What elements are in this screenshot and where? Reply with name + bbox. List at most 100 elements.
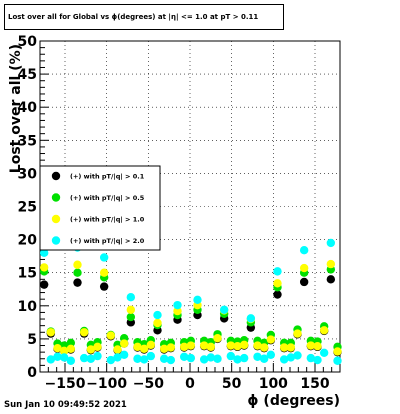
data-point-series-3 [106,331,116,340]
data-point-series-4 [39,248,49,258]
legend-label: (+) with pT/|q| > 2.0 [70,237,145,246]
data-point-series-3 [293,329,302,338]
y-tick-label: 45 [18,67,37,83]
data-point-series-4 [113,353,122,362]
data-point-series-3 [93,342,102,352]
data-point-series-1 [99,282,109,291]
data-points [39,238,342,365]
data-point-series-4 [286,353,296,362]
data-point-series-4 [146,351,156,361]
data-point-series-3 [119,339,129,348]
data-point-series-3 [113,345,122,354]
data-point-series-2 [73,268,82,277]
data-point-series-4 [86,354,96,363]
data-point-series-3 [53,343,62,353]
data-point-series-4 [159,354,169,363]
data-point-series-4 [273,267,282,276]
data-point-series-3 [233,341,242,351]
x-tick-label: −100 [86,376,127,392]
legend-marker [51,236,61,245]
data-point-series-4 [226,351,236,361]
data-point-series-2 [126,312,136,322]
data-point-series-3 [253,341,262,350]
data-point-series-4 [266,350,276,359]
data-point-series-4 [319,348,329,358]
legend-label: (+) with pT/|q| > 1.0 [70,216,145,225]
data-point-series-2 [66,338,76,348]
data-point-series-3 [333,347,342,356]
data-point-series-4 [306,353,316,363]
data-point-series-3 [86,345,96,354]
data-point-series-3 [266,335,276,344]
data-point-series-4 [99,253,109,262]
data-point-series-4 [246,314,256,323]
data-point-series-3 [59,346,69,356]
x-tick-label: 50 [222,376,242,392]
y-tick-label: 40 [18,100,38,116]
data-point-series-4 [46,355,56,364]
data-point-series-3 [226,341,236,350]
data-point-series-4 [173,300,182,310]
data-point-series-4 [333,356,342,365]
y-tick-label: 5 [27,332,37,348]
data-point-series-3 [299,263,309,273]
x-tick-label: −150 [45,376,86,392]
data-point-series-3 [213,334,222,343]
x-tick-label: 150 [300,376,329,392]
chart-title-box: Lost over all for Global vs ϕ(degrees) a… [4,4,284,30]
data-point-series-3 [239,340,249,350]
data-point-series-3 [99,268,109,277]
data-point-series-3 [73,260,82,269]
data-point-series-3 [326,259,336,269]
data-point-series-3 [39,263,49,272]
y-tick-label: 35 [18,133,37,149]
data-point-series-1 [73,278,82,287]
data-point-series-3 [186,341,196,350]
data-point-series-3 [306,341,316,350]
timestamp: Sun Jan 10 09:49:52 2021 [4,400,127,410]
data-point-series-3 [79,328,89,337]
data-point-series-4 [66,356,76,365]
data-point-series-1 [39,280,49,289]
data-point-series-4 [313,355,322,365]
data-point-series-3 [259,343,269,352]
data-point-series-3 [159,344,169,354]
data-point-series-4 [186,353,196,363]
legend-marker [51,171,61,181]
data-point-series-3 [46,328,56,337]
data-point-series-3 [313,341,322,351]
data-point-series-3 [153,318,162,328]
data-point-series-4 [206,353,216,362]
x-tick-label: −50 [133,376,164,392]
y-tick-label: 50 [18,34,38,50]
data-point-series-3 [173,306,182,316]
legend-box [39,165,161,251]
data-point-series-3 [199,341,209,350]
data-point-series-4 [279,355,289,364]
axis-ticks: −150 −100 −50 0 50 100 150 0 5 10 15 20 25 30 35 40 45 50 [18,34,333,392]
data-point-series-4 [193,295,202,305]
data-point-series-3 [206,342,216,352]
data-point-series-4 [133,354,142,363]
data-point-series-3 [126,305,136,314]
data-point-series-3 [286,343,296,352]
data-point-series-4 [79,353,89,363]
y-tick-label: 25 [18,200,37,216]
data-point-series-4 [219,305,229,314]
data-point-series-3 [179,342,189,352]
y-tick-label: 30 [18,166,38,182]
y-tick-label: 15 [18,266,37,282]
data-point-series-4 [166,355,176,365]
legend-label: (+) with pT/|q| > 0.1 [70,173,145,182]
data-point-series-4 [126,292,136,302]
chart-title: Lost over all for Global vs ϕ(degrees) a… [8,13,259,21]
data-point-series-3 [139,344,149,354]
data-point-series-3 [66,344,76,354]
data-point-series-4 [293,351,302,360]
x-tick-label: 100 [259,376,288,392]
data-point-series-4 [326,238,336,248]
legend: (+) with pT/|q| > 0.1 (+) with pT/|q| > 0… [39,165,161,251]
data-point-series-4 [239,353,249,363]
data-point-series-1 [326,275,336,284]
